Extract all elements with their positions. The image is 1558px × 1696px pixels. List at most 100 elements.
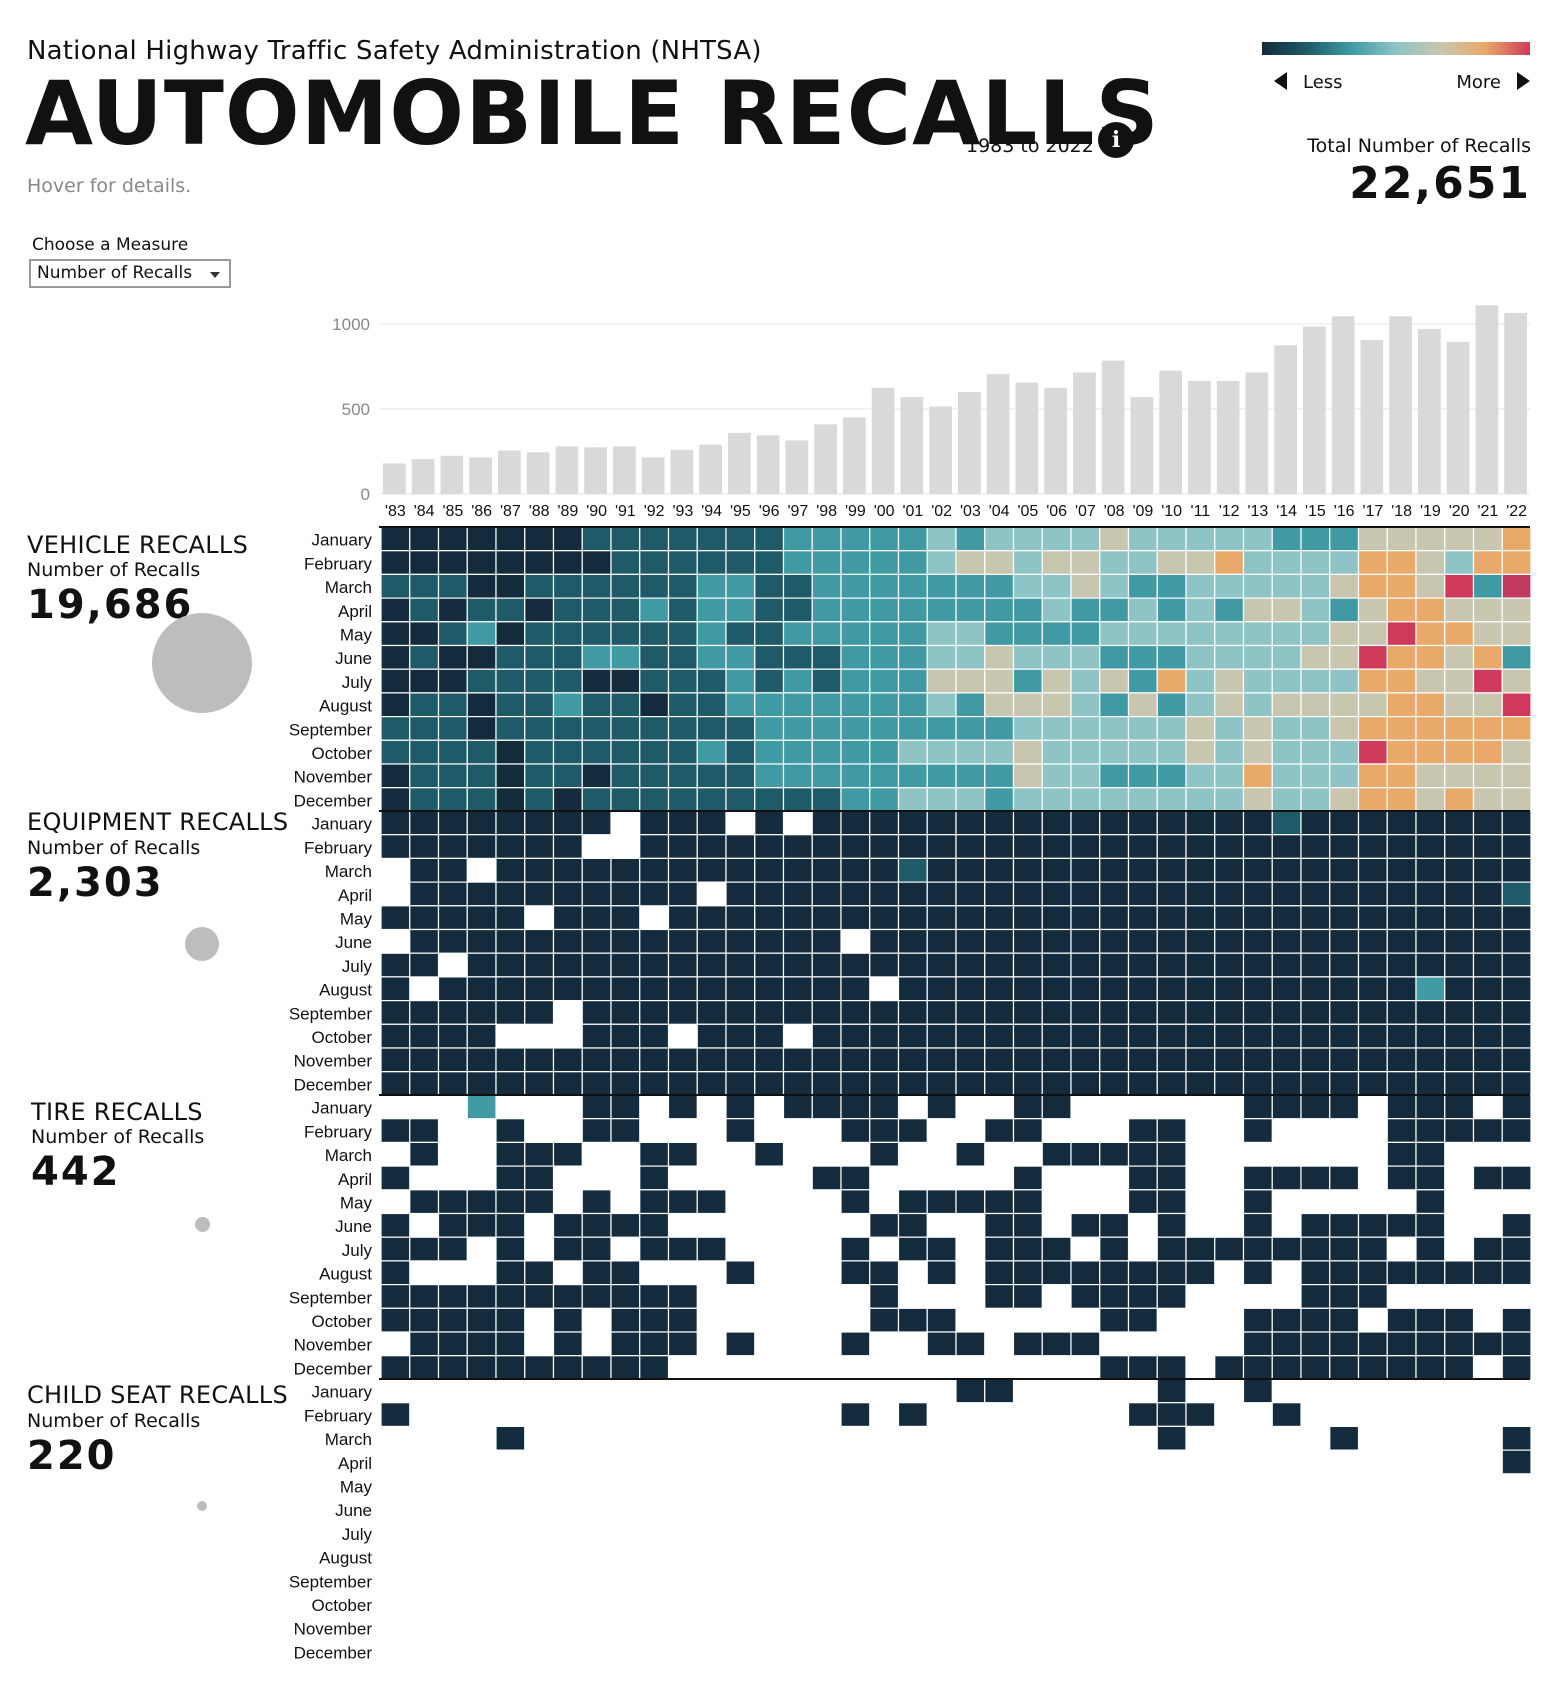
heatmap-cell [667, 1094, 698, 1120]
x-tick-label: '94 [701, 503, 722, 520]
heatmap-cell [581, 550, 612, 576]
heatmap-cell [696, 857, 727, 883]
heatmap-cell [1127, 1307, 1158, 1333]
heatmap-cell [1472, 787, 1503, 813]
heatmap-cell [1501, 550, 1532, 576]
heatmap-cell [552, 905, 583, 931]
heatmap-cell [1357, 1283, 1388, 1309]
month-label: March [325, 1146, 372, 1165]
heatmap-cell [1070, 952, 1101, 978]
legend-less[interactable]: Less [1274, 72, 1343, 93]
heatmap-cell [380, 810, 411, 836]
heatmap-cell [1214, 644, 1245, 670]
x-tick-label: '05 [1017, 503, 1038, 520]
heatmap-cell [552, 597, 583, 623]
heatmap-cell [466, 526, 497, 552]
x-tick-label: '96 [759, 503, 780, 520]
heatmap-cell [897, 1023, 928, 1049]
heatmap-cell [667, 999, 698, 1025]
heatmap-cell [811, 952, 842, 978]
heatmap-cell [495, 739, 526, 765]
heatmap-cell [1214, 1023, 1245, 1049]
heatmap-cell [495, 952, 526, 978]
info-icon[interactable]: i [1098, 122, 1134, 158]
heatmap-cell [437, 715, 468, 741]
heatmap-cell [869, 739, 900, 765]
heatmap-cell [524, 999, 555, 1025]
x-tick-label: '08 [1104, 503, 1125, 520]
heatmap-cell [552, 834, 583, 860]
heatmap-cell [1415, 1355, 1446, 1380]
total-value: 22,651 [1349, 158, 1531, 209]
heatmap-cell [1127, 668, 1158, 694]
x-tick-label: '06 [1046, 503, 1067, 520]
heatmap-cell [1185, 526, 1216, 552]
heatmap-cell [380, 1283, 411, 1309]
heatmap-cell [1472, 1331, 1503, 1357]
heatmap-cell [1127, 857, 1158, 883]
heatmap-cell [1012, 1331, 1043, 1357]
heatmap-cell [1099, 715, 1130, 741]
heatmap-cell [1214, 999, 1245, 1025]
heatmap-cell [466, 692, 497, 718]
heatmap-cell [897, 1307, 928, 1333]
heatmap-cell [1214, 597, 1245, 623]
heatmap-cell [466, 1094, 497, 1120]
heatmap-cell [984, 1071, 1015, 1096]
heatmap-cell [840, 952, 871, 978]
heatmap-cell [754, 857, 785, 883]
heatmap-cell [1357, 928, 1388, 954]
heatmap-cell [1444, 834, 1475, 860]
legend-more[interactable]: More [1456, 72, 1530, 93]
heatmap-cell [955, 952, 986, 978]
heatmap-cell [1185, 857, 1216, 883]
heatmap-cell [1271, 857, 1302, 883]
heatmap-cell [1271, 715, 1302, 741]
heatmap-cell [1329, 1236, 1360, 1262]
heatmap-cell [1472, 692, 1503, 718]
heatmap-cell [1415, 976, 1446, 1002]
heatmap-cell [754, 526, 785, 552]
heatmap-cell [869, 999, 900, 1025]
heatmap-cell [811, 715, 842, 741]
heatmap-cell [840, 668, 871, 694]
heatmap-cell [1415, 1023, 1446, 1049]
heatmap-cell [495, 976, 526, 1002]
total-label: Total Number of Recalls [1307, 135, 1531, 157]
heatmap-cell [581, 1118, 612, 1143]
heatmap-cell [466, 550, 497, 576]
heatmap-cell [1415, 857, 1446, 883]
heatmap-cell [897, 1071, 928, 1096]
heatmap-cell [1472, 573, 1503, 599]
heatmap-cell [409, 550, 440, 576]
heatmap-cell [409, 692, 440, 718]
heatmap-cell [1357, 834, 1388, 860]
measure-dropdown[interactable]: Number of Recalls [29, 259, 231, 288]
heatmap-cell [725, 763, 756, 789]
heatmap-cell [1041, 621, 1072, 647]
heatmap-cell [610, 1047, 641, 1073]
heatmap-cell [1501, 692, 1532, 718]
month-label: May [340, 626, 373, 645]
heatmap-cell [552, 976, 583, 1002]
heatmap-cell [955, 668, 986, 694]
month-label: May [340, 1194, 373, 1213]
heatmap-cell [840, 1071, 871, 1096]
heatmap-cell [955, 597, 986, 623]
heatmap-cell [1271, 526, 1302, 552]
heatmap-cell [1300, 881, 1331, 907]
heatmap-cell [1271, 763, 1302, 789]
heatmap-cell [610, 692, 641, 718]
heatmap-cell [1242, 739, 1273, 765]
heatmap-cell [1501, 834, 1532, 860]
heatmap-cell [725, 834, 756, 860]
heatmap-cell [1041, 526, 1072, 552]
heatmap-cell [1099, 928, 1130, 954]
heatmap-cell [1070, 644, 1101, 670]
heatmap-cell [1271, 739, 1302, 765]
heatmap-cell [811, 1165, 842, 1191]
heatmap-cell [1329, 1165, 1360, 1191]
legend-less-label: Less [1303, 72, 1343, 93]
heatmap-cell [437, 739, 468, 765]
heatmap-cell [1386, 881, 1417, 907]
